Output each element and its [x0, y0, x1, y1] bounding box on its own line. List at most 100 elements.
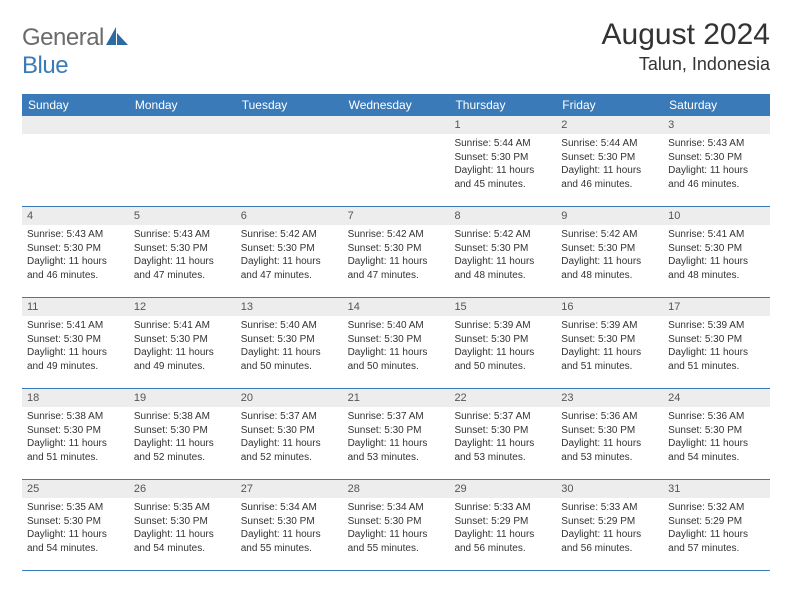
- day-body: Sunrise: 5:44 AMSunset: 5:30 PMDaylight:…: [449, 134, 556, 195]
- day-cell: 11Sunrise: 5:41 AMSunset: 5:30 PMDayligh…: [22, 298, 129, 388]
- daylight-line: Daylight: 11 hours and 48 minutes.: [454, 255, 551, 282]
- daylight-line: Daylight: 11 hours and 51 minutes.: [27, 437, 124, 464]
- daylight-line: Daylight: 11 hours and 54 minutes.: [134, 528, 231, 555]
- daylight-line: Daylight: 11 hours and 46 minutes.: [561, 164, 658, 191]
- sunset-line: Sunset: 5:30 PM: [241, 333, 338, 347]
- day-body: Sunrise: 5:39 AMSunset: 5:30 PMDaylight:…: [663, 316, 770, 377]
- day-header: Monday: [129, 94, 236, 116]
- day-number: 13: [236, 298, 343, 316]
- day-cell: 29Sunrise: 5:33 AMSunset: 5:29 PMDayligh…: [449, 480, 556, 570]
- daylight-line: Daylight: 11 hours and 51 minutes.: [668, 346, 765, 373]
- day-body: Sunrise: 5:33 AMSunset: 5:29 PMDaylight:…: [556, 498, 663, 559]
- sunrise-line: Sunrise: 5:37 AM: [348, 410, 445, 424]
- day-number: 6: [236, 207, 343, 225]
- sunrise-line: Sunrise: 5:35 AM: [134, 501, 231, 515]
- sunrise-line: Sunrise: 5:39 AM: [454, 319, 551, 333]
- day-number: 25: [22, 480, 129, 498]
- daylight-line: Daylight: 11 hours and 50 minutes.: [454, 346, 551, 373]
- daylight-line: Daylight: 11 hours and 46 minutes.: [27, 255, 124, 282]
- day-cell: 13Sunrise: 5:40 AMSunset: 5:30 PMDayligh…: [236, 298, 343, 388]
- day-body: Sunrise: 5:38 AMSunset: 5:30 PMDaylight:…: [129, 407, 236, 468]
- day-body: Sunrise: 5:43 AMSunset: 5:30 PMDaylight:…: [663, 134, 770, 195]
- day-cell: 2Sunrise: 5:44 AMSunset: 5:30 PMDaylight…: [556, 116, 663, 206]
- logo: GeneralBlue: [22, 24, 128, 80]
- sunset-line: Sunset: 5:30 PM: [561, 424, 658, 438]
- daylight-line: Daylight: 11 hours and 51 minutes.: [561, 346, 658, 373]
- daylight-line: Daylight: 11 hours and 50 minutes.: [348, 346, 445, 373]
- day-number: 5: [129, 207, 236, 225]
- daylight-line: Daylight: 11 hours and 47 minutes.: [348, 255, 445, 282]
- day-number: 9: [556, 207, 663, 225]
- day-number: 28: [343, 480, 450, 498]
- day-number: 1: [449, 116, 556, 134]
- day-body: Sunrise: 5:37 AMSunset: 5:30 PMDaylight:…: [236, 407, 343, 468]
- day-number: 2: [556, 116, 663, 134]
- sunrise-line: Sunrise: 5:34 AM: [348, 501, 445, 515]
- day-cell: 17Sunrise: 5:39 AMSunset: 5:30 PMDayligh…: [663, 298, 770, 388]
- sunset-line: Sunset: 5:30 PM: [134, 515, 231, 529]
- day-body: Sunrise: 5:39 AMSunset: 5:30 PMDaylight:…: [449, 316, 556, 377]
- sunset-line: Sunset: 5:29 PM: [561, 515, 658, 529]
- day-body: Sunrise: 5:34 AMSunset: 5:30 PMDaylight:…: [343, 498, 450, 559]
- daylight-line: Daylight: 11 hours and 45 minutes.: [454, 164, 551, 191]
- header: GeneralBlue August 2024 Talun, Indonesia: [22, 18, 770, 80]
- daylight-line: Daylight: 11 hours and 52 minutes.: [241, 437, 338, 464]
- day-number: [236, 116, 343, 134]
- sunrise-line: Sunrise: 5:33 AM: [561, 501, 658, 515]
- daylight-line: Daylight: 11 hours and 53 minutes.: [454, 437, 551, 464]
- sunset-line: Sunset: 5:30 PM: [454, 151, 551, 165]
- daylight-line: Daylight: 11 hours and 47 minutes.: [134, 255, 231, 282]
- day-body: Sunrise: 5:41 AMSunset: 5:30 PMDaylight:…: [22, 316, 129, 377]
- sunrise-line: Sunrise: 5:36 AM: [561, 410, 658, 424]
- daylight-line: Daylight: 11 hours and 49 minutes.: [27, 346, 124, 373]
- sunset-line: Sunset: 5:30 PM: [27, 515, 124, 529]
- day-cell: [129, 116, 236, 206]
- day-number: 31: [663, 480, 770, 498]
- sunrise-line: Sunrise: 5:37 AM: [241, 410, 338, 424]
- day-body: Sunrise: 5:43 AMSunset: 5:30 PMDaylight:…: [129, 225, 236, 286]
- calendar: SundayMondayTuesdayWednesdayThursdayFrid…: [22, 94, 770, 571]
- day-number: 23: [556, 389, 663, 407]
- sunset-line: Sunset: 5:30 PM: [27, 424, 124, 438]
- sunset-line: Sunset: 5:30 PM: [454, 242, 551, 256]
- week-row: 18Sunrise: 5:38 AMSunset: 5:30 PMDayligh…: [22, 389, 770, 480]
- sunset-line: Sunset: 5:30 PM: [454, 333, 551, 347]
- daylight-line: Daylight: 11 hours and 54 minutes.: [668, 437, 765, 464]
- sunset-line: Sunset: 5:30 PM: [561, 151, 658, 165]
- day-body: Sunrise: 5:41 AMSunset: 5:30 PMDaylight:…: [663, 225, 770, 286]
- logo-sail-icon: [106, 24, 128, 51]
- sunrise-line: Sunrise: 5:35 AM: [27, 501, 124, 515]
- sunrise-line: Sunrise: 5:41 AM: [27, 319, 124, 333]
- day-body: Sunrise: 5:35 AMSunset: 5:30 PMDaylight:…: [129, 498, 236, 559]
- sunset-line: Sunset: 5:30 PM: [241, 242, 338, 256]
- sunset-line: Sunset: 5:30 PM: [241, 424, 338, 438]
- day-body: Sunrise: 5:42 AMSunset: 5:30 PMDaylight:…: [236, 225, 343, 286]
- sunset-line: Sunset: 5:30 PM: [241, 515, 338, 529]
- location: Talun, Indonesia: [602, 54, 770, 75]
- day-body: Sunrise: 5:33 AMSunset: 5:29 PMDaylight:…: [449, 498, 556, 559]
- daylight-line: Daylight: 11 hours and 49 minutes.: [134, 346, 231, 373]
- day-number: 11: [22, 298, 129, 316]
- day-number: 29: [449, 480, 556, 498]
- sunset-line: Sunset: 5:29 PM: [454, 515, 551, 529]
- day-cell: 9Sunrise: 5:42 AMSunset: 5:30 PMDaylight…: [556, 207, 663, 297]
- day-number: 8: [449, 207, 556, 225]
- day-body: Sunrise: 5:36 AMSunset: 5:30 PMDaylight:…: [556, 407, 663, 468]
- sunrise-line: Sunrise: 5:32 AM: [668, 501, 765, 515]
- daylight-line: Daylight: 11 hours and 55 minutes.: [241, 528, 338, 555]
- day-header: Wednesday: [343, 94, 450, 116]
- logo-text-blue: Blue: [22, 52, 68, 79]
- sunset-line: Sunset: 5:30 PM: [668, 242, 765, 256]
- day-cell: 30Sunrise: 5:33 AMSunset: 5:29 PMDayligh…: [556, 480, 663, 570]
- sunrise-line: Sunrise: 5:39 AM: [561, 319, 658, 333]
- day-cell: 7Sunrise: 5:42 AMSunset: 5:30 PMDaylight…: [343, 207, 450, 297]
- daylight-line: Daylight: 11 hours and 48 minutes.: [561, 255, 658, 282]
- daylight-line: Daylight: 11 hours and 52 minutes.: [134, 437, 231, 464]
- day-cell: 26Sunrise: 5:35 AMSunset: 5:30 PMDayligh…: [129, 480, 236, 570]
- sunrise-line: Sunrise: 5:42 AM: [561, 228, 658, 242]
- daylight-line: Daylight: 11 hours and 56 minutes.: [454, 528, 551, 555]
- daylight-line: Daylight: 11 hours and 54 minutes.: [27, 528, 124, 555]
- sunset-line: Sunset: 5:30 PM: [27, 333, 124, 347]
- week-row: 1Sunrise: 5:44 AMSunset: 5:30 PMDaylight…: [22, 116, 770, 207]
- week-row: 11Sunrise: 5:41 AMSunset: 5:30 PMDayligh…: [22, 298, 770, 389]
